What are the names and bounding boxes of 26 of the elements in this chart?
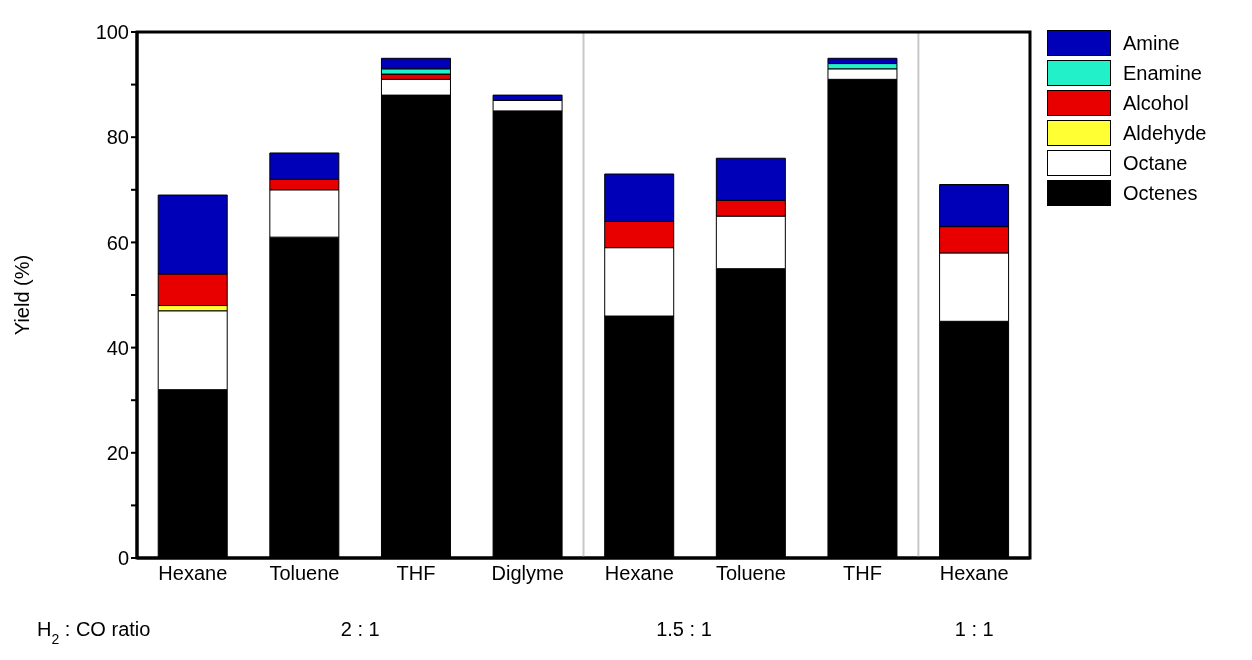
x-tick-label: Hexane: [158, 562, 228, 585]
legend-label: Enamine: [1123, 61, 1202, 85]
x-tick-label: Toluene: [269, 562, 340, 585]
text: 1.5 : 1: [656, 618, 712, 640]
legend-label: Aldehyde: [1123, 121, 1207, 145]
x-tick-label: Toluene: [715, 562, 786, 585]
text: H$_{2}$ : CO ratio: [37, 618, 151, 647]
legend-label: Alcohol: [1123, 91, 1189, 115]
bar: [827, 57, 898, 65]
x-tick-label: THF: [396, 562, 436, 585]
x-tick-label: Hexane: [604, 562, 674, 585]
text: 2 : 1: [340, 618, 380, 640]
x-tick-label: Diglyme: [491, 562, 564, 585]
y-tick-label: 100: [95, 21, 129, 44]
y-tick-label: 20: [106, 441, 129, 464]
legend-label: Octenes: [1123, 181, 1198, 205]
legend-label: Octane: [1123, 151, 1188, 175]
x-tick-label: THF: [843, 562, 883, 585]
y-tick-label: 40: [106, 336, 129, 359]
y-tick-label: 0: [117, 547, 129, 570]
y-tick-label: 60: [106, 231, 129, 254]
x-tick-label: Hexane: [939, 562, 1009, 585]
y-axis-title: Yield (%): [11, 254, 34, 336]
text: 1 : 1: [954, 618, 994, 640]
y-tick-label: 80: [106, 126, 129, 149]
legend-label: Amine: [1123, 31, 1180, 55]
